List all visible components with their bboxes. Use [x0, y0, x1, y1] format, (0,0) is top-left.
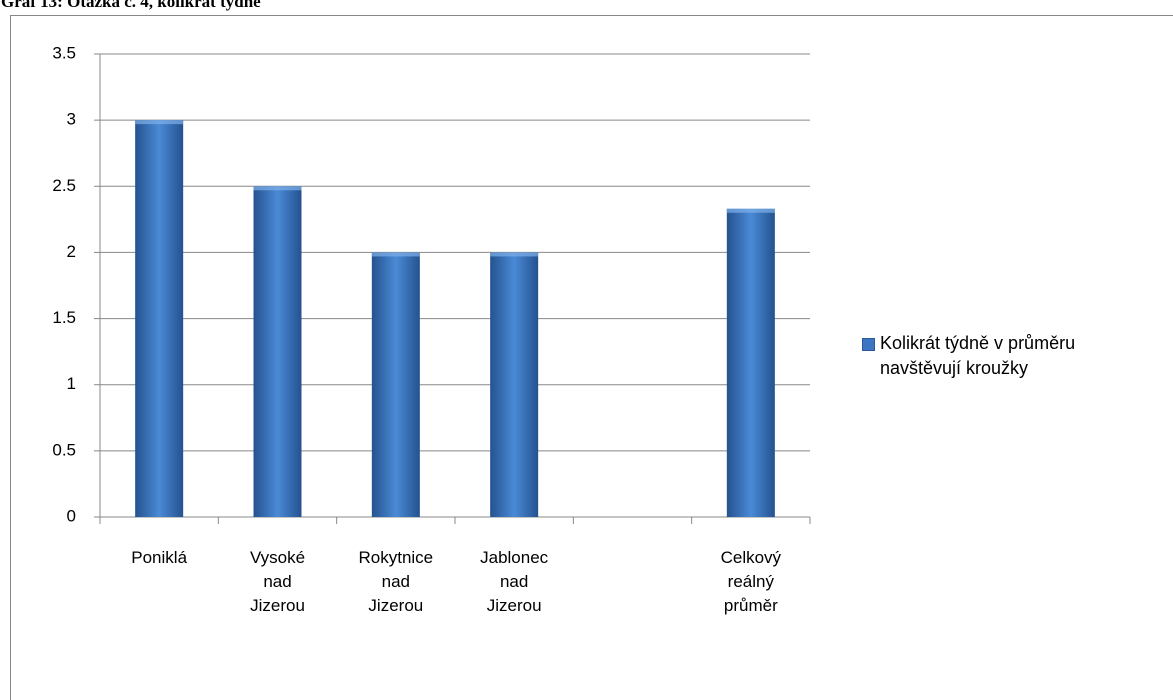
y-tick-label: 3.5 [52, 43, 76, 62]
bar-cap [253, 186, 302, 191]
bar [371, 252, 420, 517]
bar [253, 186, 302, 518]
bar-cap [135, 120, 184, 125]
bar [726, 208, 775, 517]
legend-label: Kolikrát týdně v průměru navštěvují krou… [880, 333, 1076, 378]
x-tick-label: Vysoké nad Jizerou [249, 548, 306, 615]
x-tick-label: Celkový reálný průměr [720, 548, 782, 615]
x-tick-label: Poniklá [131, 548, 188, 567]
bar-cap [726, 208, 775, 213]
chart-title: Graf 13: Otázka č. 4, kolikrát týdně [1, 0, 261, 11]
x-tick-label: Jablonec nad Jizerou [480, 548, 549, 615]
x-tick-label: Rokytnice nad Jizerou [358, 548, 434, 615]
y-tick-label: 1.5 [52, 308, 76, 327]
y-tick-label: 0.5 [52, 440, 76, 459]
y-tick-label: 2.5 [52, 176, 76, 195]
bar-cap [490, 252, 539, 257]
bar [135, 120, 184, 518]
y-tick-label: 0 [67, 506, 76, 525]
chart-border [10, 15, 1173, 700]
bar-cap [371, 252, 420, 257]
legend: Kolikrát týdně v průměru navštěvují krou… [880, 331, 1160, 381]
bar [490, 252, 539, 517]
y-tick-label: 3 [67, 110, 76, 129]
y-tick-label: 1 [67, 374, 76, 393]
y-tick-label: 2 [67, 242, 76, 261]
legend-marker [862, 338, 875, 351]
